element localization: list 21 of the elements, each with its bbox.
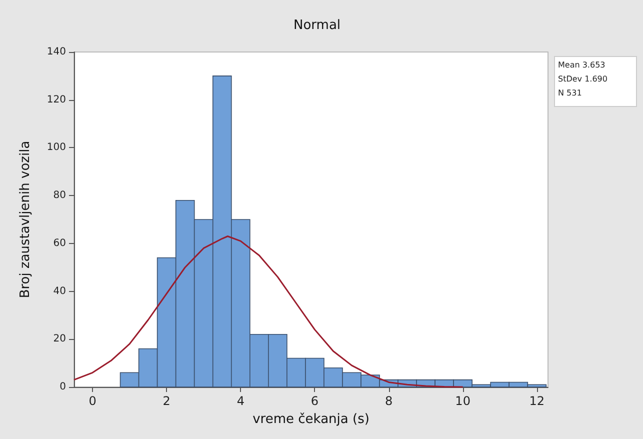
y-tick-label: 140	[46, 46, 66, 58]
y-tick-label: 0	[60, 382, 66, 392]
text: StDev 1.690	[558, 74, 608, 84]
x-tick-label: 8	[384, 394, 393, 408]
y-tick-label: 100	[46, 142, 66, 154]
chart-title: Normal	[293, 18, 341, 33]
x-tick-label: 4	[236, 394, 244, 408]
y-tick-label: 80	[53, 190, 66, 202]
y-axis-title: Broj zaustavljenih vozila	[18, 140, 33, 298]
y-tick-label: 120	[46, 94, 66, 106]
text: Mean 3.653	[558, 60, 606, 70]
x-axis-title: vreme čekanja (s)	[252, 412, 370, 427]
y-tick-label: 20	[53, 334, 66, 345]
x-tick-label: 12	[529, 394, 545, 408]
y-tick-label: 40	[53, 286, 66, 297]
x-tick-label: 10	[455, 394, 470, 408]
y-tick-label: 60	[53, 238, 66, 249]
x-tick-label: 0	[88, 394, 96, 408]
text: N 531	[558, 88, 582, 98]
x-tick-label: 6	[310, 394, 319, 408]
x-tick-label: 2	[162, 394, 170, 408]
